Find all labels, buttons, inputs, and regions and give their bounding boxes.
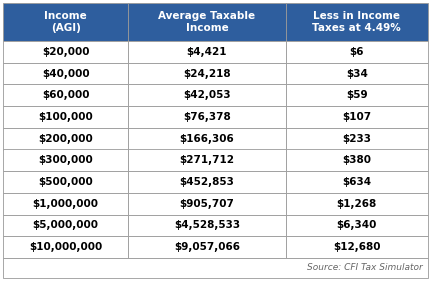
Text: Income
(AGI): Income (AGI) [44, 11, 87, 33]
Bar [285, 193, 427, 215]
Text: $107: $107 [341, 112, 371, 122]
Text: $233: $233 [341, 134, 371, 144]
Bar [285, 171, 427, 193]
Text: $905,707: $905,707 [179, 199, 234, 209]
Text: $6,340: $6,340 [336, 221, 376, 230]
Bar [128, 171, 285, 193]
Text: $166,306: $166,306 [179, 134, 234, 144]
Bar [3, 215, 128, 236]
Text: $60,000: $60,000 [42, 90, 89, 100]
Bar [3, 84, 128, 106]
Text: $380: $380 [341, 155, 371, 165]
Text: $4,528,533: $4,528,533 [174, 221, 240, 230]
Bar [3, 63, 128, 84]
Bar [3, 236, 128, 258]
Bar [128, 84, 285, 106]
Bar [128, 236, 285, 258]
Bar [3, 106, 128, 128]
Text: $1,268: $1,268 [336, 199, 376, 209]
Text: $76,378: $76,378 [183, 112, 230, 122]
Bar [3, 149, 128, 171]
Text: $300,000: $300,000 [38, 155, 93, 165]
Bar [3, 3, 128, 41]
Bar [285, 236, 427, 258]
Text: $100,000: $100,000 [38, 112, 93, 122]
Text: $271,712: $271,712 [179, 155, 234, 165]
Text: Source: CFI Tax Simulator: Source: CFI Tax Simulator [306, 264, 422, 273]
Bar [285, 128, 427, 149]
Bar [128, 128, 285, 149]
Bar [285, 84, 427, 106]
Bar [128, 193, 285, 215]
Bar [285, 149, 427, 171]
Text: $40,000: $40,000 [42, 69, 89, 79]
Text: $4,421: $4,421 [186, 47, 227, 57]
Text: $5,000,000: $5,000,000 [33, 221, 98, 230]
Text: $452,853: $452,853 [179, 177, 234, 187]
Bar [285, 41, 427, 63]
Text: $42,053: $42,053 [183, 90, 230, 100]
Text: $634: $634 [341, 177, 371, 187]
Text: $200,000: $200,000 [38, 134, 93, 144]
Text: $500,000: $500,000 [38, 177, 93, 187]
Bar [3, 193, 128, 215]
Bar [3, 41, 128, 63]
Bar [285, 106, 427, 128]
Bar [128, 3, 285, 41]
Text: $10,000,000: $10,000,000 [29, 242, 102, 252]
Bar [285, 3, 427, 41]
Bar [3, 128, 128, 149]
Bar [285, 215, 427, 236]
Bar [128, 106, 285, 128]
Text: Average Taxable
Income: Average Taxable Income [158, 11, 255, 33]
Bar [128, 149, 285, 171]
Bar [285, 63, 427, 84]
Text: $6: $6 [349, 47, 363, 57]
Text: $1,000,000: $1,000,000 [33, 199, 98, 209]
Text: $59: $59 [345, 90, 367, 100]
Text: $20,000: $20,000 [42, 47, 89, 57]
Text: $9,057,066: $9,057,066 [174, 242, 240, 252]
Text: $12,680: $12,680 [332, 242, 380, 252]
Bar [128, 63, 285, 84]
Bar [3, 258, 427, 278]
Text: $34: $34 [345, 69, 367, 79]
Bar [3, 171, 128, 193]
Bar [128, 41, 285, 63]
Bar [128, 215, 285, 236]
Text: Less in Income
Taxes at 4.49%: Less in Income Taxes at 4.49% [312, 11, 400, 33]
Text: $24,218: $24,218 [183, 69, 230, 79]
